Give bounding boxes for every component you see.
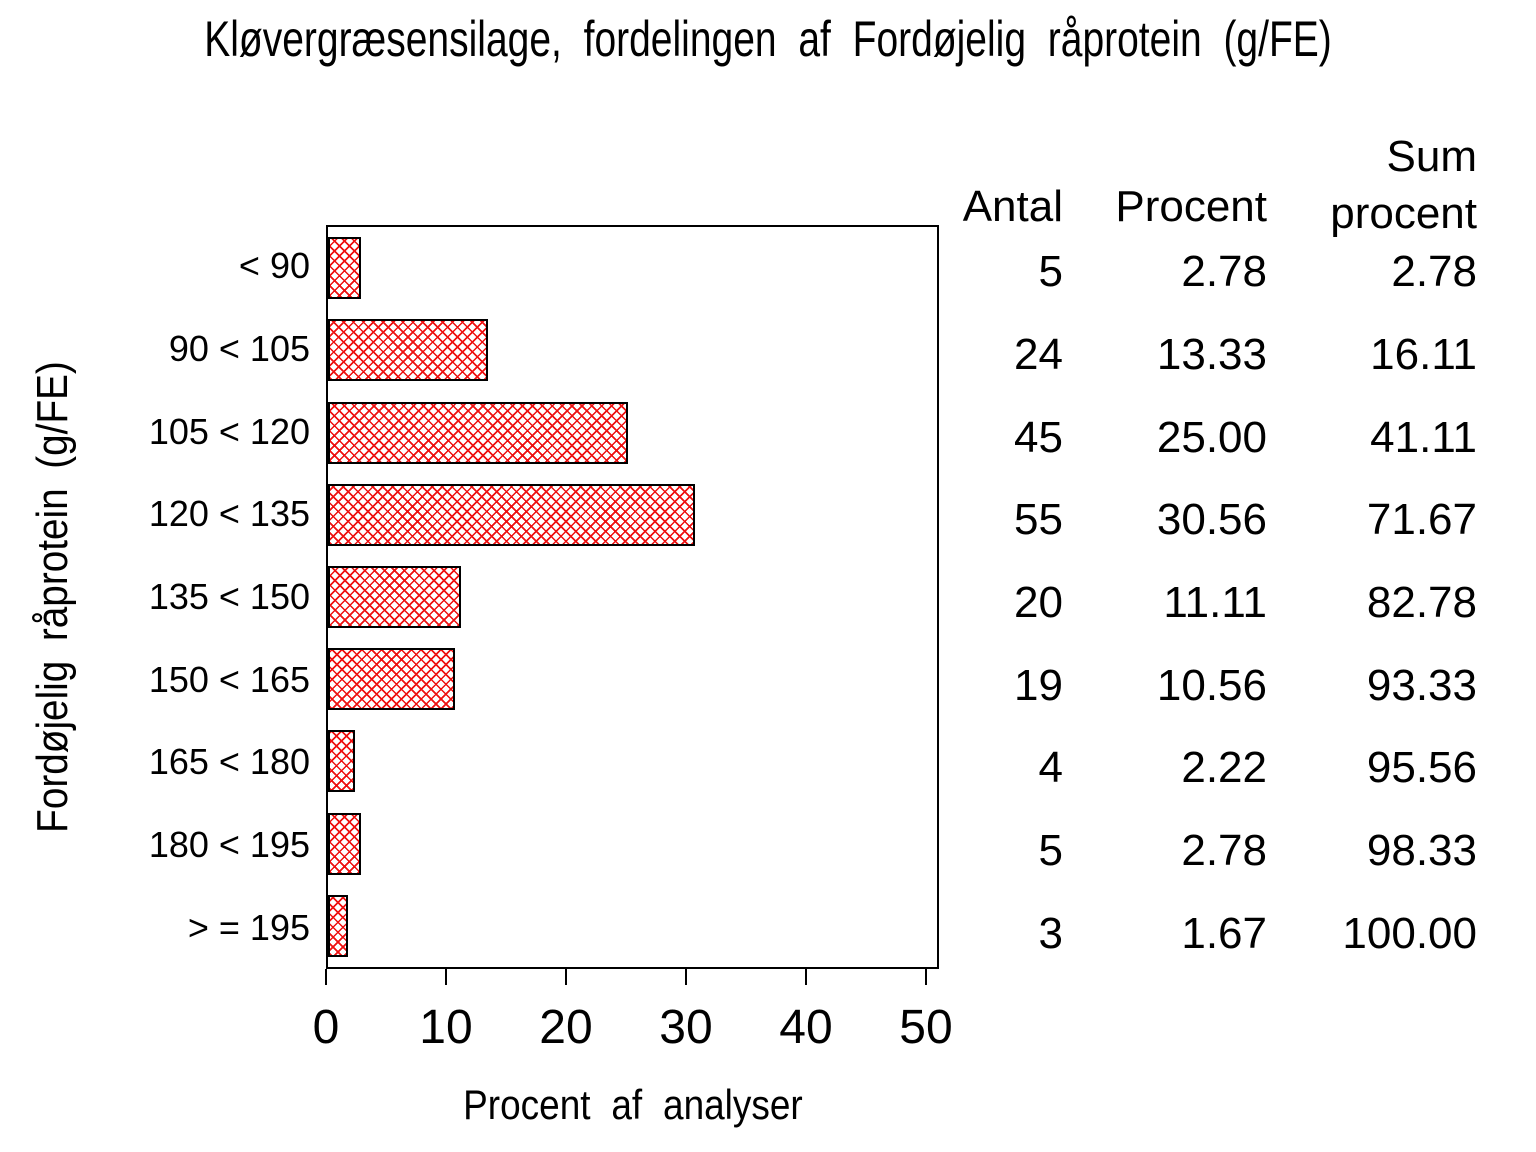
x-tick-mark (445, 969, 447, 985)
bar-slot (328, 309, 937, 391)
table-cell-antal: 19 (1014, 660, 1063, 710)
table-cell-sum-procent: 71.67 (1366, 495, 1477, 545)
bar (328, 812, 362, 875)
table-cell-sum-procent: 98.33 (1366, 826, 1477, 876)
table-cell-sum-procent: 16.11 (1370, 330, 1477, 379)
x-tick-mark (925, 969, 927, 985)
x-tick-label: 0 (312, 1001, 340, 1054)
y-axis-category-label: 105 < 120 (148, 410, 310, 452)
table-header-procent: Procent (1115, 182, 1267, 231)
table-cell-procent: 2.22 (1181, 743, 1267, 793)
table-cell-procent: 11.11 (1163, 578, 1267, 628)
table-cell-sum-procent: 41.11 (1370, 412, 1477, 462)
table-cell-sum-procent: 93.33 (1366, 660, 1477, 710)
table-header-sum-line1: Sum (1386, 132, 1477, 181)
table-header-sum-line2: procent (1330, 189, 1477, 238)
plot-area (326, 225, 939, 969)
bar (328, 401, 628, 464)
table-cell-procent: 25.00 (1156, 412, 1267, 462)
table-cell-antal: 5 (1038, 826, 1063, 876)
bar-slot (328, 474, 937, 556)
x-tick-label: 40 (779, 1001, 833, 1054)
x-tick-label: 10 (419, 1001, 473, 1054)
bar-slot (328, 638, 937, 720)
table-cell-antal: 20 (1014, 578, 1063, 628)
table-row: 19 10.56 93.33 (940, 644, 1477, 727)
bar-slot (328, 803, 937, 885)
y-axis-category-label: 150 < 165 (148, 658, 310, 700)
y-axis-category-label: 135 < 150 (148, 576, 310, 618)
table-cell-procent: 30.56 (1156, 495, 1267, 545)
y-axis-category-labels: < 90 90 < 105 105 < 120 120 < 135 135 < 150 1… (0, 225, 310, 969)
y-axis-category-label: > = 195 (187, 906, 310, 948)
bar-slot (328, 720, 937, 802)
summary-table-rows: 5 2.78 2.78 24 13.33 16.11 45 25.00 41.11 55 30.56… (940, 231, 1477, 975)
x-tick-mark (805, 969, 807, 985)
chart-title: Kløvergræsensilage, fordelingen af Fordø… (204, 11, 1332, 67)
table-cell-sum-procent: 82.78 (1366, 578, 1477, 628)
table-cell-procent: 13.33 (1156, 330, 1267, 379)
table-cell-antal: 3 (1038, 908, 1063, 958)
bar-slot (328, 391, 937, 473)
x-tick-label: 30 (659, 1001, 713, 1054)
x-tick-label: 50 (899, 1001, 953, 1054)
table-row: 24 13.33 16.11 (940, 314, 1477, 397)
table-row: 45 25.00 41.11 (940, 396, 1477, 479)
bar-slot (328, 885, 937, 967)
x-tick-mark (325, 969, 327, 985)
table-row: 5 2.78 2.78 (940, 231, 1477, 314)
bar (328, 483, 695, 546)
table-cell-antal: 24 (1014, 330, 1063, 379)
table-row: 55 30.56 71.67 (940, 479, 1477, 562)
bar (328, 648, 455, 711)
table-cell-antal: 55 (1014, 495, 1063, 545)
table-cell-antal: 5 (1038, 247, 1063, 297)
table-header-sum-procent: Sum procent (1277, 128, 1477, 242)
table-cell-sum-procent: 100.00 (1342, 908, 1477, 958)
bar-slot (328, 227, 937, 309)
table-cell-procent: 1.67 (1181, 908, 1267, 958)
bar (328, 319, 488, 382)
x-tick-mark (565, 969, 567, 985)
bar (328, 565, 462, 628)
x-tick-label: 20 (539, 1001, 593, 1054)
x-axis-title: Procent af analyser (462, 1081, 803, 1128)
bar (328, 237, 362, 300)
y-axis-category-label: 90 < 105 (168, 328, 310, 369)
table-cell-antal: 4 (1038, 743, 1063, 793)
table-header-antal: Antal (962, 182, 1063, 231)
table-cell-procent: 2.78 (1181, 247, 1267, 297)
table-cell-antal: 45 (1014, 412, 1063, 462)
table-row: 3 1.67 100.00 (940, 892, 1477, 975)
table-row: 5 2.78 98.33 (940, 810, 1477, 893)
y-axis-category-label: 165 < 180 (148, 741, 310, 783)
x-axis-title-wrap: Procent af analyser (326, 1081, 939, 1129)
table-cell-procent: 10.56 (1156, 660, 1267, 710)
x-tick-mark (685, 969, 687, 985)
y-axis-category-label: < 90 (238, 245, 310, 287)
table-cell-sum-procent: 95.56 (1366, 743, 1477, 793)
bar (328, 894, 348, 957)
bar (328, 730, 355, 793)
y-axis-category-label: 120 < 135 (148, 493, 310, 535)
bar-slot (328, 556, 937, 638)
table-cell-procent: 2.78 (1181, 826, 1267, 876)
table-row: 4 2.22 95.56 (940, 727, 1477, 810)
y-axis-category-label: 180 < 195 (148, 824, 310, 866)
table-cell-sum-procent: 2.78 (1391, 247, 1477, 297)
table-row: 20 11.11 82.78 (940, 562, 1477, 645)
